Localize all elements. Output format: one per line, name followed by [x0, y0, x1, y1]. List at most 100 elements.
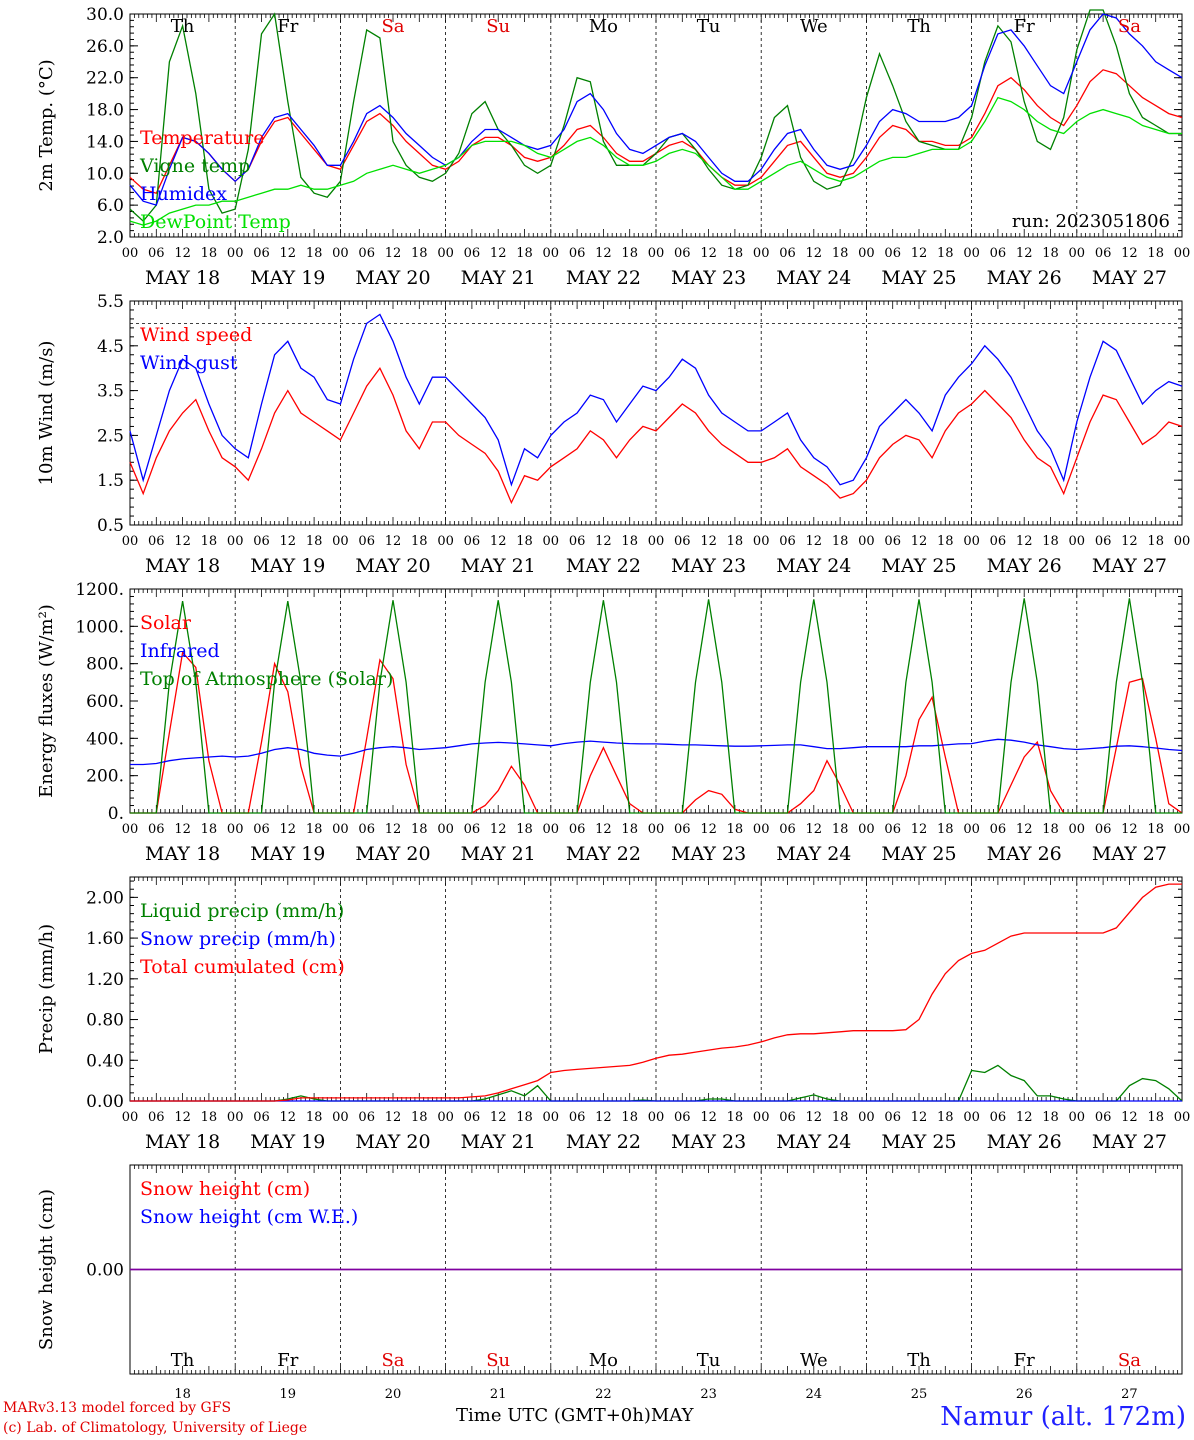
- hour-label: 00: [227, 246, 244, 261]
- hour-label: 06: [674, 1110, 691, 1125]
- series-line: [129, 96, 1182, 226]
- date-label: MAY 22: [566, 843, 641, 865]
- hour-label: 00: [963, 822, 980, 837]
- legend-entry: Liquid precip (mm/h): [140, 900, 344, 922]
- hour-label: 00: [858, 246, 875, 261]
- hour-label: 12: [700, 246, 717, 261]
- y-tick-label: 22.0: [86, 69, 124, 89]
- hour-label: 18: [411, 246, 428, 261]
- hour-label: 06: [358, 822, 375, 837]
- hour-label: 12: [385, 534, 402, 549]
- hour-label: 12: [385, 1110, 402, 1125]
- y-tick-label: 2.5: [97, 426, 124, 446]
- hour-label: 00: [437, 1110, 454, 1125]
- date-label: MAY 24: [776, 555, 851, 577]
- y-tick-label: 0.40: [86, 1051, 124, 1071]
- hour-label: 00: [543, 534, 560, 549]
- hour-label: 18: [621, 822, 638, 837]
- series-line: [129, 13, 1183, 206]
- hour-label: 06: [358, 534, 375, 549]
- hour-label: 18: [937, 1110, 954, 1125]
- date-label: MAY 23: [671, 555, 746, 577]
- hour-label: 06: [779, 246, 796, 261]
- y-axis-label: 10m Wind (m/s): [36, 341, 57, 486]
- day-number-label: 24: [806, 1387, 823, 1402]
- hour-label: 12: [174, 246, 191, 261]
- hour-label: 00: [648, 534, 665, 549]
- date-label: MAY 21: [461, 555, 536, 577]
- time-axis-title: Time UTC (GMT+0h): [456, 1405, 651, 1426]
- panel-frame: [129, 588, 1183, 814]
- hour-label: 18: [1042, 1110, 1059, 1125]
- hour-label: 00: [437, 822, 454, 837]
- hour-label: 12: [1016, 1110, 1033, 1125]
- hour-label: 12: [595, 822, 612, 837]
- hour-label: 12: [174, 822, 191, 837]
- hour-label: 00: [122, 246, 139, 261]
- weekday-label: Fr: [277, 1350, 298, 1371]
- hour-label: 00: [122, 822, 139, 837]
- day-number-label: 22: [595, 1387, 612, 1402]
- legend-entry: Snow height (cm W.E.): [140, 1206, 358, 1228]
- y-tick-label: 200.: [86, 767, 124, 787]
- weekday-label: Sa: [381, 16, 404, 37]
- hour-label: 06: [990, 246, 1007, 261]
- hour-label: 12: [174, 534, 191, 549]
- y-tick-label: 4.5: [97, 337, 124, 357]
- y-tick-label: 1200.: [75, 580, 124, 600]
- hour-label: 06: [990, 1110, 1007, 1125]
- hour-label: 18: [937, 246, 954, 261]
- hour-label: 18: [832, 1110, 849, 1125]
- date-label: MAY 26: [987, 267, 1062, 289]
- day-number-label: 20: [385, 1387, 402, 1402]
- hour-label: 06: [569, 822, 586, 837]
- model-credit: MARv3.13 model forced by GFS: [3, 1400, 232, 1416]
- date-label: MAY 27: [1092, 843, 1167, 865]
- hour-label: 00: [227, 534, 244, 549]
- panel-frame: [129, 13, 1183, 238]
- date-label: MAY 23: [671, 843, 746, 865]
- lab-credit: (c) Lab. of Climatology, University of L…: [3, 1420, 308, 1436]
- hour-label: 18: [411, 534, 428, 549]
- y-tick-label: 600.: [86, 692, 124, 712]
- station-name: Namur (alt. 172m): [940, 1402, 1186, 1432]
- hour-label: 06: [779, 534, 796, 549]
- date-label: MAY 27: [1092, 555, 1167, 577]
- day-number-label: 25: [911, 1387, 928, 1402]
- date-label: MAY 25: [881, 843, 956, 865]
- hour-label: 18: [201, 822, 218, 837]
- legend-entry: Total cumulated (cm): [140, 956, 345, 978]
- hour-label: 06: [990, 534, 1007, 549]
- y-tick-label: 0.80: [86, 1011, 124, 1031]
- hour-label: 18: [1147, 822, 1164, 837]
- hour-label: 06: [148, 534, 165, 549]
- hour-label: 18: [1042, 246, 1059, 261]
- hour-label: 12: [280, 534, 297, 549]
- hour-label: 00: [858, 822, 875, 837]
- hour-label: 00: [437, 246, 454, 261]
- hour-label: 18: [1147, 246, 1164, 261]
- hour-label: 06: [569, 1110, 586, 1125]
- date-label: MAY 26: [987, 1131, 1062, 1153]
- hour-label: 18: [727, 822, 744, 837]
- hour-label: 00: [648, 822, 665, 837]
- hour-label: 12: [280, 822, 297, 837]
- legend-entry: Snow height (cm): [140, 1178, 310, 1200]
- hour-label: 06: [358, 246, 375, 261]
- date-label: MAY 20: [355, 1131, 430, 1153]
- hour-label: 18: [727, 246, 744, 261]
- hour-label: 06: [464, 246, 481, 261]
- hour-label: 18: [621, 1110, 638, 1125]
- hour-label: 12: [490, 246, 507, 261]
- hour-label: 12: [490, 1110, 507, 1125]
- hour-label: 12: [700, 1110, 717, 1125]
- day-number-label: 19: [280, 1387, 297, 1402]
- y-tick-label: 26.0: [86, 37, 124, 57]
- hour-label: 00: [1174, 246, 1191, 261]
- date-label: MAY 22: [566, 555, 641, 577]
- y-tick-label: 0.: [108, 804, 124, 824]
- weekday-label: We: [800, 1350, 828, 1371]
- hour-label: 06: [674, 246, 691, 261]
- panel-3: [129, 588, 1183, 814]
